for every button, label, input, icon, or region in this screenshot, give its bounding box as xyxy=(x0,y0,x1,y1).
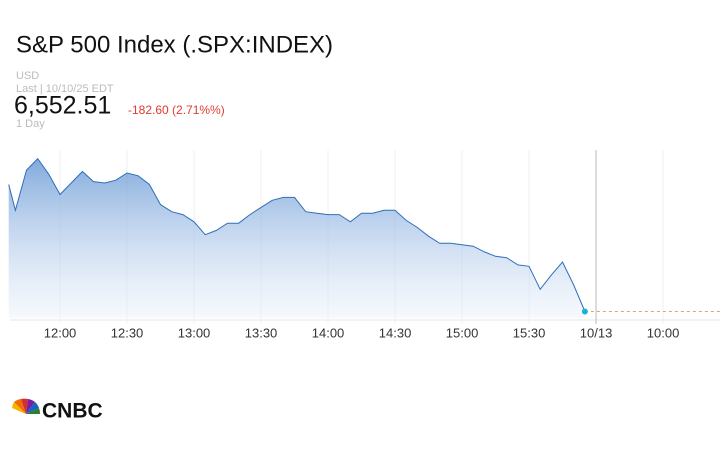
x-tick-label: 14:30 xyxy=(379,325,412,340)
area xyxy=(8,158,585,318)
logo-text: CNBC xyxy=(42,400,103,423)
range: 1 Day xyxy=(16,118,45,130)
last-point xyxy=(581,308,588,315)
x-tick-label: 10/13 xyxy=(580,325,613,340)
price: 6,552.51 xyxy=(14,92,111,120)
title: S&P 500 Index (.SPX:INDEX) xyxy=(16,31,333,58)
x-tick-label: 15:00 xyxy=(446,325,479,340)
x-tick-label: 15:30 xyxy=(513,325,546,340)
logo: CNBC xyxy=(12,398,103,423)
currency: USD xyxy=(16,70,39,82)
last-date: Last | 10/10/25 EDT xyxy=(16,83,114,95)
change: -182.60 (2.71%%) xyxy=(128,103,225,117)
plot: 12:00 12:30 13:00 13:30 14:00 14:30 15:00 15:30… xyxy=(8,150,720,340)
price-line xyxy=(8,157,586,312)
x-tick-label: 12:30 xyxy=(111,325,144,340)
x-tick-label: 13:00 xyxy=(178,325,211,340)
x-tick-label: 13:30 xyxy=(245,325,278,340)
x-tick-label: 14:00 xyxy=(312,325,345,340)
x-tick-label: 10:00 xyxy=(647,325,680,340)
x-tick-label: 12:00 xyxy=(44,325,77,340)
